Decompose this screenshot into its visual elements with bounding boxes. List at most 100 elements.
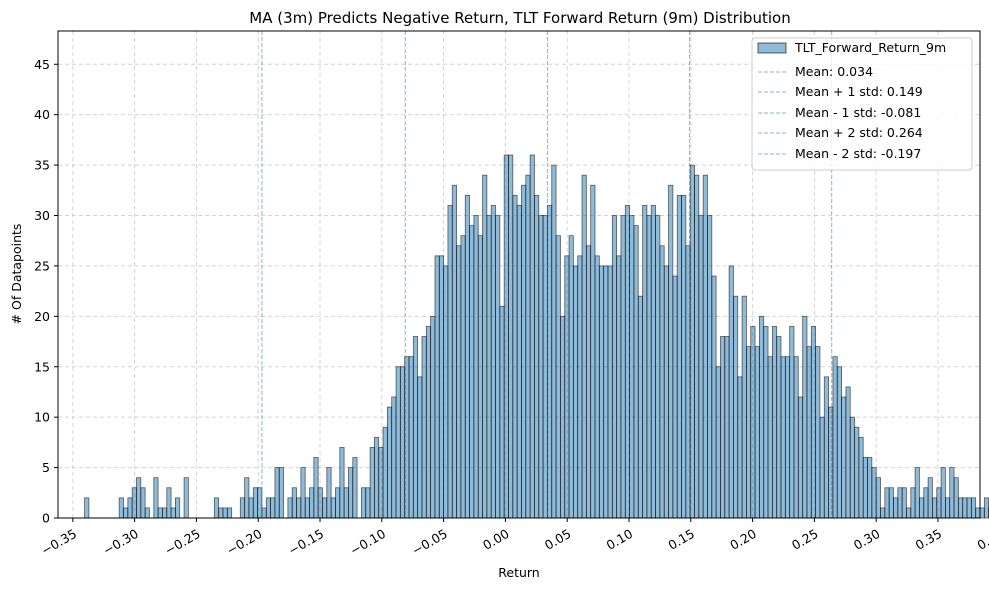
x-tick-label: 0.15 bbox=[665, 526, 697, 553]
histogram-bar bbox=[516, 205, 522, 519]
histogram-bar bbox=[637, 295, 643, 519]
histogram-bar bbox=[854, 426, 860, 519]
histogram-bar bbox=[923, 487, 929, 519]
histogram-bar bbox=[391, 396, 397, 519]
histogram-bar bbox=[499, 305, 505, 519]
histogram-bar bbox=[248, 497, 254, 519]
histogram-bar bbox=[624, 205, 631, 519]
histogram-bar bbox=[330, 497, 336, 519]
legend-label-mean-plus-1std: Mean + 1 std: 0.149 bbox=[795, 84, 923, 99]
histogram-bar bbox=[166, 487, 172, 519]
histogram-bar bbox=[529, 154, 535, 519]
legend-box bbox=[751, 37, 973, 171]
x-tick-label: 0.35 bbox=[913, 526, 945, 553]
histogram-bar bbox=[797, 396, 804, 519]
histogram-bar bbox=[118, 497, 124, 519]
histogram-bar bbox=[676, 194, 682, 519]
histogram-bar bbox=[867, 457, 873, 519]
histogram-bar bbox=[733, 295, 739, 519]
histogram-bars bbox=[84, 154, 989, 519]
histogram-bar bbox=[802, 315, 808, 519]
histogram-bar bbox=[486, 215, 492, 519]
histogram-bar bbox=[365, 487, 371, 519]
chart-title: MA (3m) Predicts Negative Return, TLT Fo… bbox=[249, 9, 790, 27]
histogram-bar bbox=[841, 396, 847, 519]
histogram-bar bbox=[858, 436, 864, 519]
histogram-bar bbox=[728, 265, 734, 519]
histogram-bar bbox=[655, 215, 661, 519]
histogram-bar bbox=[884, 487, 890, 519]
histogram-bar bbox=[326, 467, 332, 519]
histogram-bar bbox=[663, 265, 669, 519]
legend-label-mean-minus-1std: Mean - 1 std: -0.081 bbox=[795, 105, 921, 120]
histogram-bar bbox=[789, 326, 795, 519]
x-tick-label: −0.10 bbox=[347, 526, 388, 558]
histogram-bar bbox=[495, 215, 501, 519]
histogram-bar bbox=[784, 356, 791, 519]
histogram-bar bbox=[758, 315, 765, 519]
histogram-bar bbox=[170, 507, 176, 519]
histogram-bar bbox=[144, 507, 150, 519]
histogram-bar bbox=[767, 356, 773, 519]
histogram-bar bbox=[737, 376, 743, 519]
histogram-bar bbox=[274, 467, 280, 519]
y-tick-label: 35 bbox=[34, 158, 50, 173]
legend-label-mean-plus-2std: Mean + 2 std: 0.264 bbox=[795, 125, 923, 140]
histogram-bar bbox=[702, 174, 708, 519]
histogram-bar bbox=[806, 346, 812, 519]
histogram-bar bbox=[270, 497, 276, 519]
histogram-bar bbox=[975, 507, 981, 519]
histogram-bar bbox=[127, 497, 133, 519]
histogram-bar bbox=[378, 447, 384, 519]
x-tick-label: −0.20 bbox=[224, 526, 265, 558]
histogram-bar bbox=[629, 215, 635, 519]
histogram-bar bbox=[343, 487, 349, 519]
histogram-bar bbox=[724, 336, 730, 519]
y-tick-label: 30 bbox=[34, 208, 50, 223]
histogram-bar bbox=[616, 255, 622, 519]
histogram-bar bbox=[464, 194, 470, 519]
histogram-bar bbox=[862, 457, 868, 519]
histogram-bar bbox=[421, 336, 427, 519]
x-tick-label: 0.40 bbox=[974, 526, 989, 553]
histogram-bar bbox=[793, 356, 799, 519]
histogram-bar bbox=[577, 255, 583, 519]
histogram-bar bbox=[581, 174, 587, 519]
histogram-bar bbox=[451, 184, 457, 519]
histogram-bar bbox=[754, 346, 760, 519]
histogram-bar bbox=[525, 174, 531, 519]
histogram-bar bbox=[538, 215, 544, 519]
x-tick-label: −0.30 bbox=[100, 526, 141, 558]
histogram-bar bbox=[672, 275, 678, 519]
histogram-bar bbox=[642, 205, 648, 519]
histogram-bar bbox=[252, 487, 259, 519]
histogram-bar bbox=[572, 265, 579, 519]
x-tick-label: −0.35 bbox=[38, 526, 79, 558]
histogram-bar bbox=[875, 477, 881, 519]
histogram-bar bbox=[226, 507, 233, 519]
histogram-bar bbox=[715, 366, 721, 519]
histogram-bar bbox=[927, 477, 933, 519]
histogram-bar bbox=[607, 265, 613, 519]
histogram-bar bbox=[162, 507, 168, 519]
histogram-bar bbox=[893, 497, 899, 519]
histogram-bar bbox=[763, 326, 769, 519]
histogram-bar bbox=[979, 507, 985, 519]
histogram-bar bbox=[278, 467, 284, 519]
x-tick-label: 0.30 bbox=[851, 526, 883, 553]
histogram-bar bbox=[123, 507, 129, 519]
histogram-bar bbox=[434, 255, 440, 519]
histogram-bar bbox=[382, 426, 388, 519]
histogram-bar bbox=[412, 336, 419, 519]
histogram-bar bbox=[957, 497, 964, 519]
histogram-bar bbox=[296, 497, 302, 519]
histogram-bar bbox=[218, 507, 224, 519]
histogram-bar bbox=[369, 447, 375, 519]
histogram-bar bbox=[906, 507, 912, 519]
histogram-bar bbox=[304, 497, 310, 519]
legend-swatch-histogram bbox=[757, 42, 787, 54]
y-axis-ticks: 0 5 10 15 20 25 30 35 40 45 bbox=[34, 57, 58, 526]
histogram-bar bbox=[810, 326, 817, 519]
histogram-bar bbox=[949, 467, 955, 519]
